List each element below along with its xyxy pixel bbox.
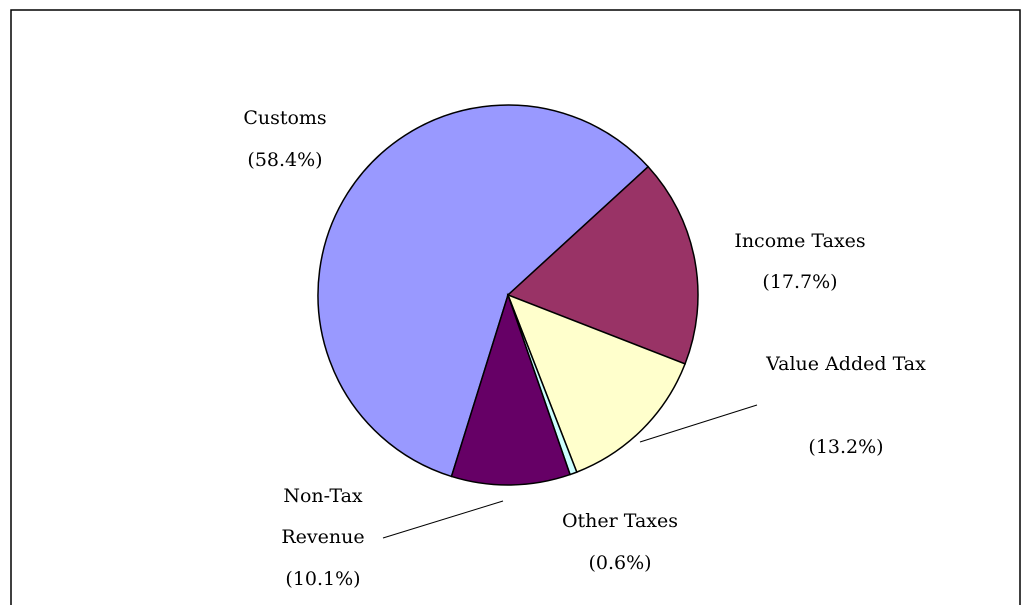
value-label: (17.7%): [762, 271, 838, 293]
pie-slice: [450, 292, 571, 486]
slice-label: Income Taxes: [734, 230, 866, 252]
slice-label: Non-Tax Revenue: [281, 485, 365, 548]
pie-slice: [506, 293, 687, 474]
value-label: (13.2%): [808, 436, 884, 458]
value-label: (10.1%): [285, 568, 361, 590]
leader-line: [639, 404, 758, 443]
slice-label: Customs: [243, 107, 327, 129]
slice-label: Value Added Tax: [766, 353, 926, 375]
pie-slice: [506, 165, 699, 365]
value-label: (0.6%): [588, 552, 652, 574]
slice-label: Other Taxes: [561, 510, 679, 532]
leader-line: [382, 500, 504, 539]
pie-slice: [317, 104, 650, 478]
value-label: (58.4%): [247, 149, 323, 171]
